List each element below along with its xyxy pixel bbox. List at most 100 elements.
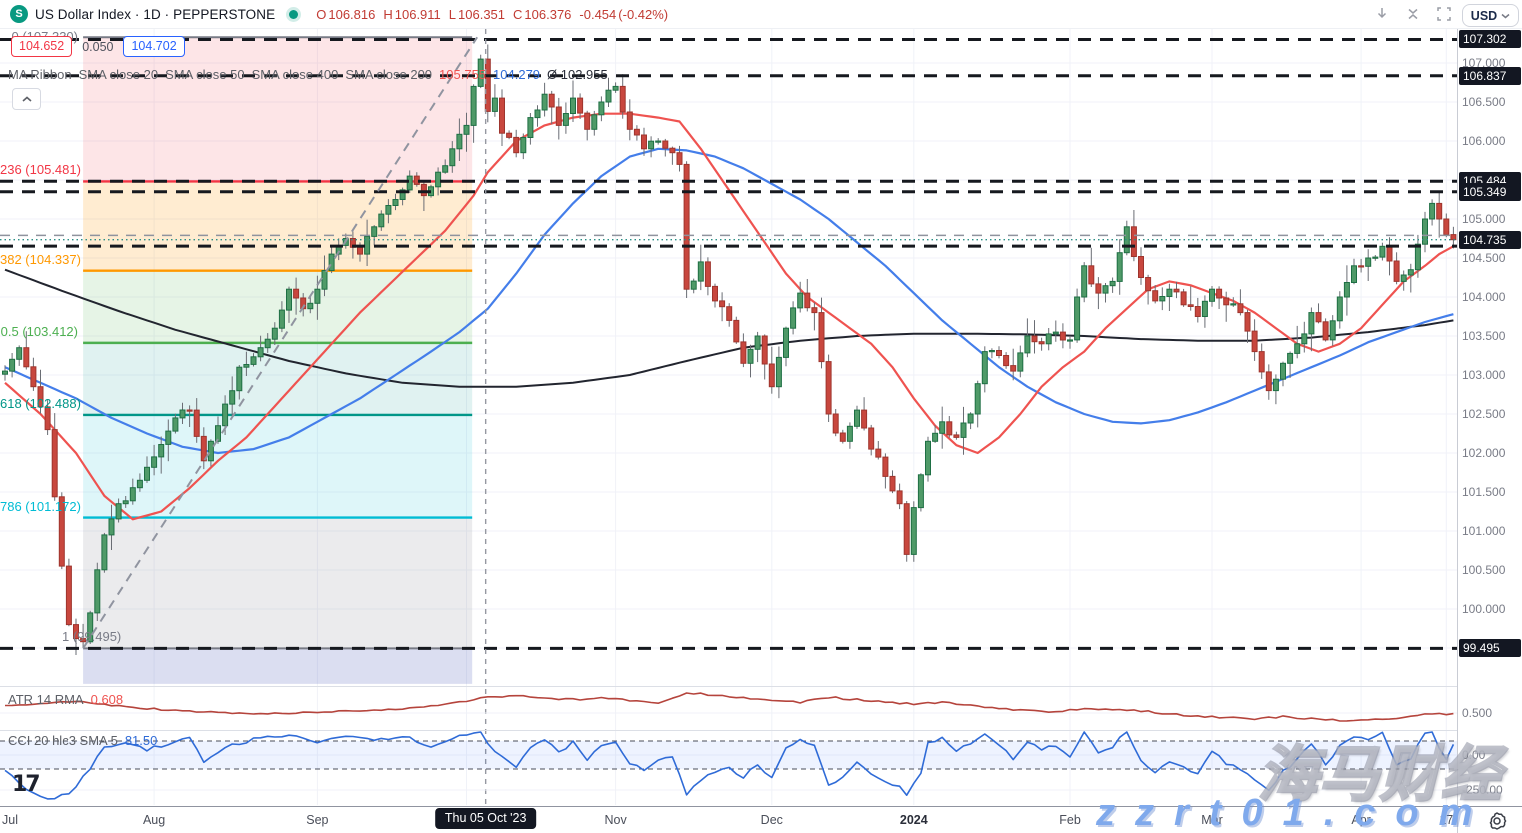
- candle-up[interactable]: [960, 406, 967, 455]
- candles-layer[interactable]: [2, 44, 1457, 656]
- candle-up[interactable]: [520, 133, 527, 160]
- candle-up[interactable]: [697, 244, 704, 291]
- candle-up[interactable]: [257, 335, 264, 362]
- candle-up[interactable]: [151, 444, 158, 476]
- candle-up[interactable]: [385, 199, 392, 224]
- candle-up[interactable]: [932, 425, 939, 443]
- atr-line[interactable]: [4, 692, 1454, 722]
- candle-up[interactable]: [1201, 295, 1208, 328]
- candle-up[interactable]: [790, 301, 797, 335]
- candle-down[interactable]: [811, 302, 818, 331]
- candle-down[interactable]: [186, 405, 193, 427]
- candle-up[interactable]: [1024, 318, 1031, 358]
- symbol-title[interactable]: US Dollar Index · 1D · PEPPERSTONE: [35, 6, 276, 22]
- candle-up[interactable]: [1372, 255, 1379, 261]
- candle-up[interactable]: [1343, 265, 1350, 316]
- candle-up[interactable]: [1280, 361, 1286, 387]
- candle-up[interactable]: [435, 167, 442, 196]
- candle-down[interactable]: [704, 257, 711, 296]
- candle-up[interactable]: [158, 436, 165, 474]
- candle-down[interactable]: [683, 161, 690, 298]
- candle-up[interactable]: [1294, 325, 1301, 359]
- candle-up[interactable]: [690, 278, 697, 294]
- candle-down[interactable]: [882, 453, 889, 489]
- candle-down[interactable]: [200, 427, 207, 470]
- candle-down[interactable]: [676, 145, 683, 172]
- candle-down[interactable]: [548, 90, 555, 125]
- candle-down[interactable]: [506, 130, 513, 140]
- candle-down[interactable]: [1095, 277, 1102, 310]
- candle-down[interactable]: [1358, 258, 1365, 273]
- candle-down[interactable]: [1244, 309, 1251, 343]
- candle-up[interactable]: [144, 456, 150, 483]
- candle-up[interactable]: [243, 351, 250, 376]
- candle-down[interactable]: [1443, 213, 1450, 238]
- candle-down[interactable]: [58, 492, 65, 570]
- candle-up[interactable]: [101, 532, 108, 573]
- candle-up[interactable]: [1230, 297, 1237, 307]
- candle-down[interactable]: [1152, 285, 1159, 304]
- candle-up[interactable]: [541, 82, 548, 117]
- candle-down[interactable]: [44, 400, 51, 435]
- candle-down[interactable]: [1386, 237, 1393, 276]
- candle-up[interactable]: [981, 346, 988, 393]
- candle-up[interactable]: [463, 112, 470, 152]
- candle-up[interactable]: [136, 473, 143, 492]
- candle-down[interactable]: [832, 409, 839, 437]
- candle-down[interactable]: [1088, 247, 1095, 287]
- candle-up[interactable]: [1400, 270, 1407, 291]
- candle-down[interactable]: [996, 346, 1002, 359]
- candle-down[interactable]: [193, 398, 200, 443]
- candle-down[interactable]: [804, 279, 811, 312]
- candle-down[interactable]: [839, 429, 846, 444]
- candle-down[interactable]: [889, 470, 896, 494]
- cci-legend[interactable]: CCI 20 hlc3 SMA 5 81.50: [8, 733, 164, 748]
- candle-up[interactable]: [16, 345, 23, 366]
- pane-collapse-button[interactable]: [12, 88, 41, 110]
- fullscreen-icon[interactable]: [1436, 6, 1452, 22]
- candle-down[interactable]: [1038, 337, 1045, 351]
- candle-down[interactable]: [499, 89, 505, 146]
- candle-down[interactable]: [1393, 252, 1400, 285]
- candle-down[interactable]: [1216, 286, 1223, 309]
- candle-up[interactable]: [229, 376, 236, 416]
- candle-up[interactable]: [854, 405, 860, 429]
- candle-down[interactable]: [555, 97, 562, 140]
- candle-up[interactable]: [314, 275, 321, 320]
- candle-down[interactable]: [80, 623, 87, 648]
- currency-dropdown[interactable]: USD: [1462, 4, 1519, 27]
- tradingview-logo[interactable]: 17: [12, 772, 41, 797]
- pane-separator[interactable]: [0, 730, 1522, 731]
- candle-up[interactable]: [1336, 291, 1343, 329]
- collapse-panes-icon[interactable]: [1405, 6, 1421, 22]
- candle-up[interactable]: [534, 105, 541, 127]
- candle-up[interactable]: [87, 610, 94, 644]
- candle-down[interactable]: [484, 44, 491, 123]
- candle-up[interactable]: [1379, 242, 1386, 261]
- candle-up[interactable]: [406, 170, 413, 193]
- candle-up[interactable]: [605, 77, 612, 107]
- candle-up[interactable]: [974, 380, 981, 428]
- candle-up[interactable]: [925, 436, 931, 482]
- candle-down[interactable]: [1145, 274, 1152, 305]
- candle-up[interactable]: [1422, 211, 1428, 253]
- candle-up[interactable]: [108, 504, 115, 550]
- candle-down[interactable]: [768, 346, 775, 394]
- candle-up[interactable]: [371, 225, 378, 246]
- candle-down[interactable]: [875, 441, 882, 460]
- candle-up[interactable]: [562, 102, 569, 134]
- candle-down[interactable]: [896, 483, 903, 510]
- candle-up[interactable]: [2, 365, 8, 381]
- candle-up[interactable]: [271, 322, 278, 345]
- candle-up[interactable]: [910, 501, 917, 562]
- candle-up[interactable]: [94, 562, 101, 621]
- candle-down[interactable]: [953, 431, 960, 440]
- candle-up[interactable]: [278, 301, 285, 333]
- price-axis[interactable]: 107.000 106.500 106.000 105.000 104.500 104.0…: [1458, 28, 1522, 806]
- candle-up[interactable]: [1407, 263, 1414, 293]
- candle-up[interactable]: [988, 348, 995, 359]
- candle-up[interactable]: [1429, 199, 1436, 226]
- candle-up[interactable]: [1414, 234, 1421, 278]
- symbol-logo[interactable]: S: [10, 5, 28, 23]
- candle-down[interactable]: [1322, 318, 1329, 342]
